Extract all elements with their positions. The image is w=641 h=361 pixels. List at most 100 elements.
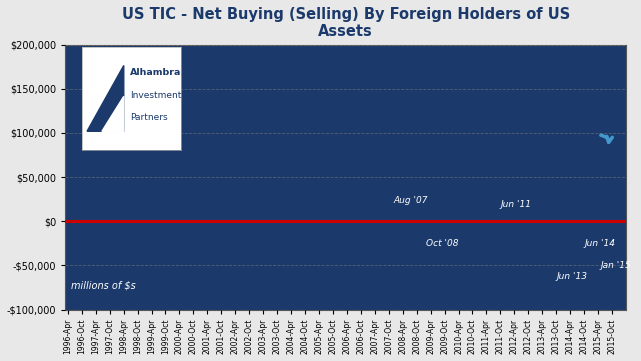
Bar [97,196,99,221]
Bar [528,221,529,276]
Bar [92,193,94,221]
Bar [125,212,127,221]
Bar [204,149,206,221]
Bar [313,115,315,221]
Bar [402,221,404,239]
Bar [360,155,362,221]
Bar [378,195,381,221]
Bar [106,195,108,221]
Bar [90,186,92,221]
Bar [434,221,437,252]
Bar [471,190,474,221]
Bar [534,221,537,274]
Bar [190,166,192,221]
Bar [146,208,148,221]
Bar [69,196,71,221]
Bar [397,155,399,221]
Bar [311,120,313,221]
Bar [346,106,348,221]
Bar [406,221,408,243]
Bar [274,202,276,221]
Bar [437,221,438,239]
Bar [485,173,488,221]
Bar [448,151,450,221]
Bar [544,195,545,221]
Bar [188,155,190,221]
Bar [355,142,357,221]
Bar [167,173,169,221]
Bar [539,221,541,279]
Bar [165,186,167,221]
Bar [244,80,246,221]
Text: Jun '13: Jun '13 [556,272,587,281]
Bar [592,221,594,237]
Bar [288,186,290,221]
Bar [420,160,422,221]
Bar [162,195,164,221]
Bar [260,221,262,230]
Bar [328,133,329,221]
Bar [306,111,308,221]
Bar [113,188,115,221]
Text: Jun '14: Jun '14 [584,239,615,248]
Bar [320,111,322,221]
Bar [597,221,599,230]
Bar [369,168,371,221]
Bar [446,160,448,221]
Bar [432,221,434,246]
Bar [620,151,622,221]
Bar [374,221,376,232]
Text: Aug '07: Aug '07 [394,196,428,205]
Bar [451,133,453,221]
Bar [304,89,306,221]
Bar [476,186,478,221]
Bar [295,151,297,221]
Bar [253,221,255,237]
Bar [174,168,176,221]
Bar [376,186,378,221]
Bar [418,151,420,221]
Bar [141,211,144,221]
Bar [122,204,124,221]
Bar [353,155,355,221]
Bar [546,182,548,221]
Bar [246,106,248,221]
Bar [315,138,318,221]
Bar [339,133,341,221]
Bar [518,221,520,226]
Bar [269,190,271,221]
Bar [115,196,118,221]
Bar [78,188,81,221]
Bar [513,186,515,221]
Bar [283,202,285,221]
Bar [453,142,455,221]
Bar [529,221,531,270]
Bar [299,124,301,221]
Bar [111,184,113,221]
Bar [478,182,481,221]
Bar [474,195,476,221]
Bar [195,144,197,221]
Bar [481,190,483,221]
Bar [422,146,425,221]
Bar [462,164,464,221]
Text: Investment: Investment [129,91,181,100]
Bar [560,204,562,221]
Bar [213,129,215,221]
Bar [267,205,269,221]
Bar [176,177,178,221]
Text: Partners: Partners [129,113,167,122]
Bar [522,221,525,239]
Bar [208,133,211,221]
Bar [202,146,204,221]
Bar [95,208,97,221]
Bar [541,173,544,221]
Bar [509,195,511,221]
Bar [429,155,431,221]
Bar [102,205,104,221]
Bar [465,160,467,221]
Bar [571,221,574,243]
Bar [506,186,508,221]
Bar [332,111,334,221]
Bar [237,111,238,221]
